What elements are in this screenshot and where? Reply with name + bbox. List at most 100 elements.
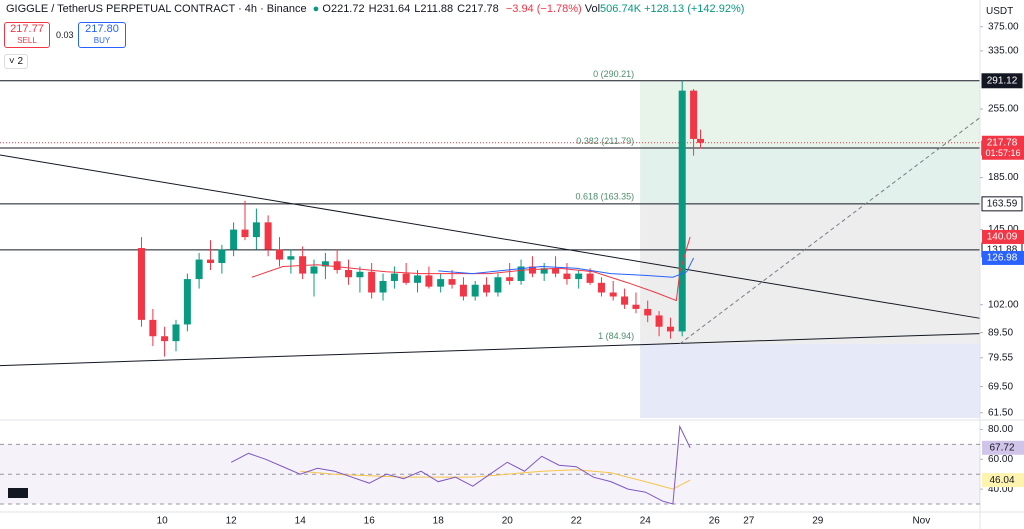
candle-body [276, 249, 284, 260]
ma-line [438, 257, 695, 278]
trendline [0, 154, 981, 319]
rsi-tag-label: 67.72 [989, 442, 1014, 453]
ma-line [251, 236, 691, 302]
candle-body [621, 296, 629, 305]
candle-body [563, 273, 571, 280]
fib-label: 1 (84.94) [598, 331, 634, 341]
level-tag [981, 196, 1023, 212]
ohlc: O221.72 H231.64 L211.88 C217.78 [322, 3, 502, 15]
candle-body [586, 273, 594, 283]
candle-body [471, 284, 479, 297]
y-tick-label: 79.55 [988, 352, 1013, 363]
candle-body [310, 266, 318, 274]
candle-body [690, 90, 698, 139]
buy-label: BUY [93, 36, 111, 45]
y-tick-label: 69.50 [988, 381, 1013, 392]
y-tick-label: 375.00 [988, 21, 1019, 32]
candle-body [517, 266, 525, 281]
candle-body [575, 273, 583, 280]
x-tick-label: 10 [157, 516, 169, 527]
rsi-y-tick-label: 80.00 [988, 424, 1013, 435]
rsi-line [230, 424, 691, 505]
ohlc-key: O [322, 3, 331, 15]
x-tick-label: 16 [364, 516, 376, 527]
x-tick-label: 26 [709, 516, 721, 527]
candle-body [459, 284, 467, 297]
level-label: 291.12 [987, 75, 1018, 86]
candle-body [333, 261, 341, 271]
x-tick-label: 22 [571, 516, 583, 527]
ohlc-key: C [457, 3, 466, 15]
ohlc-key: L [414, 3, 421, 15]
candle-body [137, 248, 145, 320]
ohlc-value: 217.78 [465, 3, 499, 15]
countdown: 01:57:16 [985, 148, 1020, 158]
price-tag [982, 135, 1024, 160]
candle-body [230, 229, 238, 250]
candle-body [172, 324, 180, 342]
x-tick-label: 14 [295, 516, 307, 527]
level-label: 131.88 [987, 244, 1018, 255]
x-tick-label: 20 [502, 516, 514, 527]
indicators-toggle[interactable]: ˅ 2 [4, 54, 28, 69]
candle-body [368, 271, 376, 293]
buy-button[interactable]: 217.80 BUY [78, 22, 126, 48]
ohlc-value: 211.88 [420, 3, 454, 15]
candle-body [149, 319, 157, 337]
candle-body [241, 229, 249, 238]
ohlc-value: 221.72 [330, 3, 365, 15]
candle-body [287, 256, 295, 260]
sell-label: SELL [17, 36, 37, 45]
candle-body [540, 268, 548, 274]
candle-body [402, 273, 410, 283]
rsi-y-tick-label: 40.00 [988, 484, 1013, 495]
volume-change: +128.13 (+142.92%) [644, 3, 745, 15]
change: −3.94 (−1.78%) [505, 3, 582, 15]
sell-button[interactable]: 217.77 SELL [4, 22, 50, 48]
candle-body [390, 273, 398, 281]
x-tick-label: 12 [226, 516, 238, 527]
header: GIGGLE / TetherUS PERPETUAL CONTRACT · 4… [6, 3, 745, 15]
candle-body [183, 279, 191, 325]
candle-body [644, 308, 652, 316]
logo-mark [8, 488, 28, 498]
candle-body [437, 279, 445, 287]
buy-price: 217.80 [85, 23, 119, 35]
level-tag [981, 73, 1023, 89]
candle-body [161, 336, 169, 342]
fib-label: 0 (290.21) [593, 69, 634, 79]
symbol: GIGGLE / TetherUS PERPETUAL CONTRACT · 4… [6, 3, 307, 15]
candle-body [666, 326, 674, 332]
fib-label: 0.618 (163.35) [576, 192, 635, 202]
candle-body [345, 270, 353, 278]
candle-body [632, 304, 640, 309]
x-tick-label: 29 [812, 516, 824, 527]
x-tick-label: Nov [912, 516, 930, 527]
candle-body [655, 315, 663, 327]
rsi-tag [982, 473, 1024, 488]
fib-zone [640, 343, 980, 418]
fib-zone [640, 204, 980, 344]
price-tag-label: 217.78 [987, 137, 1018, 148]
candle-body [356, 271, 364, 278]
candle-body [425, 275, 433, 287]
rsi-ma [300, 469, 691, 490]
x-tick-label: 18 [433, 516, 445, 527]
candle-body [264, 222, 272, 250]
x-tick-label: 27 [743, 516, 755, 527]
y-tick-label: 255.00 [988, 104, 1019, 115]
fib-zone [640, 148, 980, 205]
indicators-count: 2 [17, 56, 24, 67]
candle-body [299, 256, 307, 274]
candle-body [609, 292, 617, 297]
candle-body [494, 277, 502, 293]
volume: 506.74K [600, 3, 642, 15]
candle-body [206, 259, 214, 264]
candle-body [696, 138, 704, 143]
ohlc-value: 231.64 [376, 3, 411, 15]
price-tag-label: 140.09 [987, 232, 1018, 243]
y-tick-label: 89.50 [988, 327, 1013, 338]
candle-body [252, 222, 260, 238]
candle-body [379, 280, 387, 293]
